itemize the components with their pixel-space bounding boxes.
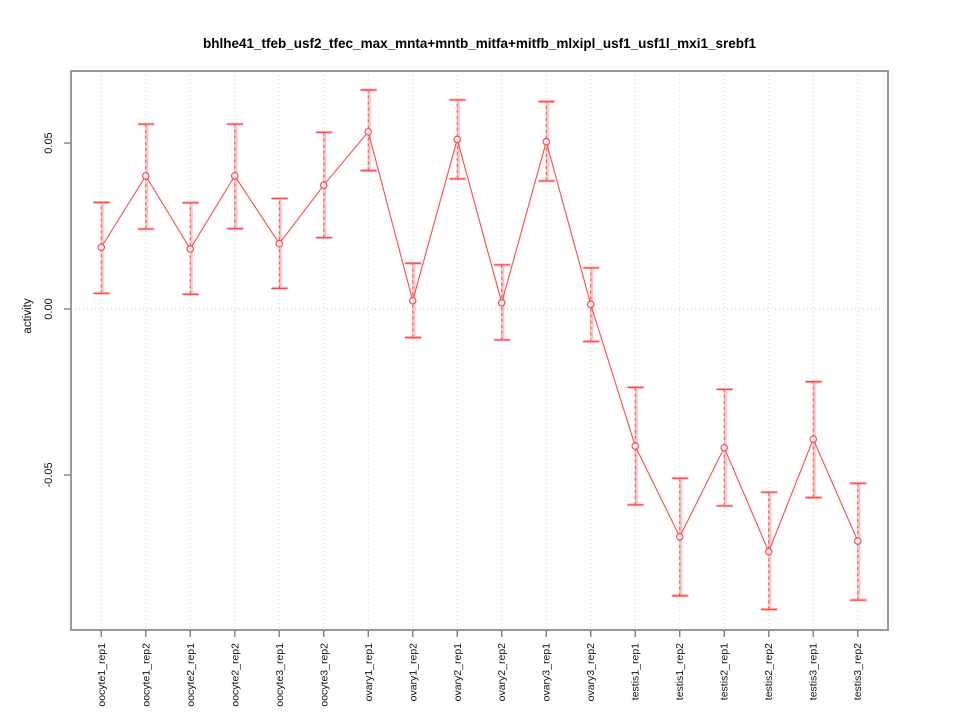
data-point-marker xyxy=(319,181,328,189)
x-category-label: testis3_rep1 xyxy=(808,643,820,700)
x-category-label: oocyte1_rep2 xyxy=(140,643,152,707)
x-category-label: ovary1_rep2 xyxy=(407,643,419,702)
x-category-label: testis1_rep2 xyxy=(674,643,686,700)
data-point-marker xyxy=(586,300,595,309)
data-point-marker xyxy=(720,443,729,452)
x-category-label: ovary3_rep2 xyxy=(585,643,597,702)
y-tick-label: -0.05 xyxy=(43,462,55,487)
data-point-marker xyxy=(230,172,239,180)
x-category-label: testis2_rep1 xyxy=(719,643,731,700)
x-category-label: oocyte3_rep2 xyxy=(318,643,330,707)
data-point-marker xyxy=(141,172,150,180)
plot-area: -0.05 0.00 0.05 oocyte1_rep1 oocyte1_rep2 ooc… xyxy=(43,70,889,707)
data-point-marker xyxy=(453,135,462,144)
x-category-label: ovary1_rep1 xyxy=(363,643,375,702)
data-point-marker xyxy=(275,239,284,248)
data-point-marker xyxy=(809,435,818,443)
data-point-marker xyxy=(853,537,862,545)
chart-title: bhlhe41_tfeb_usf2_tfec_max_mnta+mntb_mit… xyxy=(203,36,756,51)
data-point-marker xyxy=(764,547,773,556)
x-category-label: ovary3_rep1 xyxy=(541,643,553,702)
x-category-label: testis2_rep2 xyxy=(763,643,775,700)
y-tick-label: 0.05 xyxy=(43,132,55,153)
data-point-marker xyxy=(186,245,195,253)
data-point-marker xyxy=(408,296,417,305)
activity-line xyxy=(100,130,859,554)
x-category-label: oocyte2_rep2 xyxy=(229,643,241,707)
plot-frame xyxy=(70,70,889,631)
data-point-marker xyxy=(364,127,373,136)
x-category-label: oocyte2_rep1 xyxy=(185,643,197,707)
x-category-label: ovary2_rep1 xyxy=(452,643,464,702)
y-tick-label: 0.00 xyxy=(43,298,55,319)
x-category-label: oocyte1_rep1 xyxy=(96,643,108,707)
data-point-marker xyxy=(542,137,551,146)
data-point-marker xyxy=(631,442,640,450)
y-axis-label: activity xyxy=(22,298,34,333)
x-category-label: testis3_rep2 xyxy=(852,643,864,700)
x-category-label: oocyte3_rep1 xyxy=(274,643,286,707)
x-category-label: testis1_rep1 xyxy=(630,643,642,700)
data-point-marker xyxy=(497,298,506,307)
x-category-label: ovary2_rep2 xyxy=(496,643,508,702)
data-point-marker xyxy=(97,243,106,252)
data-point-marker xyxy=(675,532,684,541)
